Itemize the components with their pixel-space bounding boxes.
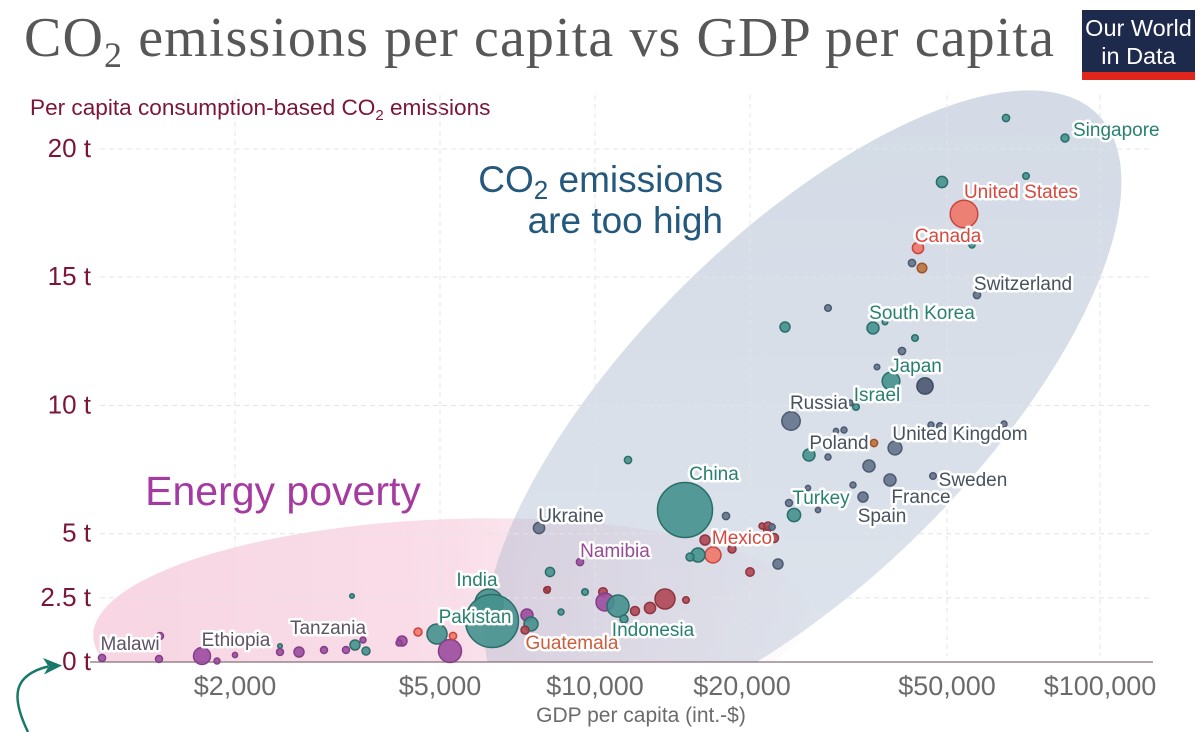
svg-text:0 t: 0 t	[62, 646, 92, 676]
svg-text:$50,000: $50,000	[898, 671, 996, 701]
svg-text:Sweden: Sweden	[939, 470, 1008, 491]
svg-text:Mexico: Mexico	[712, 528, 772, 549]
svg-text:Turkey: Turkey	[792, 488, 850, 509]
svg-text:are too high: are too high	[528, 200, 723, 241]
svg-text:$100,000: $100,000	[1044, 671, 1157, 701]
svg-text:GDP per capita (int.-$): GDP per capita (int.-$)	[536, 704, 746, 727]
svg-text:Namibia: Namibia	[580, 541, 650, 562]
svg-text:$5,000: $5,000	[399, 671, 482, 701]
svg-text:Israel: Israel	[854, 385, 900, 406]
svg-text:United Kingdom: United Kingdom	[892, 424, 1027, 445]
svg-text:Pakistan: Pakistan	[439, 607, 512, 628]
svg-text:Spain: Spain	[858, 506, 907, 527]
svg-text:China: China	[689, 464, 739, 485]
svg-text:Ethiopia: Ethiopia	[202, 630, 271, 651]
svg-text:India: India	[456, 570, 498, 591]
svg-text:France: France	[891, 487, 950, 508]
svg-text:Canada: Canada	[915, 226, 982, 247]
svg-text:15 t: 15 t	[48, 261, 92, 291]
svg-text:Poland: Poland	[809, 433, 868, 454]
svg-text:Russia: Russia	[790, 393, 849, 414]
svg-text:5 t: 5 t	[62, 518, 92, 548]
svg-text:Indonesia: Indonesia	[612, 620, 695, 641]
svg-text:$2,000: $2,000	[194, 671, 277, 701]
svg-text:United States: United States	[964, 182, 1078, 203]
svg-text:Japan: Japan	[890, 356, 942, 377]
svg-text:20 t: 20 t	[48, 133, 92, 163]
svg-text:Energy poverty: Energy poverty	[145, 468, 421, 514]
svg-text:Singapore: Singapore	[1073, 120, 1160, 141]
svg-text:Malawi: Malawi	[100, 634, 159, 655]
svg-text:2.5 t: 2.5 t	[40, 582, 91, 612]
svg-text:$20,000: $20,000	[693, 671, 791, 701]
svg-text:Tanzania: Tanzania	[290, 618, 366, 639]
svg-text:$10,000: $10,000	[546, 671, 644, 701]
svg-text:Switzerland: Switzerland	[974, 274, 1072, 295]
svg-text:Ukraine: Ukraine	[538, 506, 603, 527]
svg-text:CO2 emissions: CO2 emissions	[478, 159, 723, 205]
svg-text:10 t: 10 t	[48, 390, 92, 420]
svg-text:South Korea: South Korea	[869, 303, 975, 324]
svg-text:Guatemala: Guatemala	[526, 633, 619, 654]
